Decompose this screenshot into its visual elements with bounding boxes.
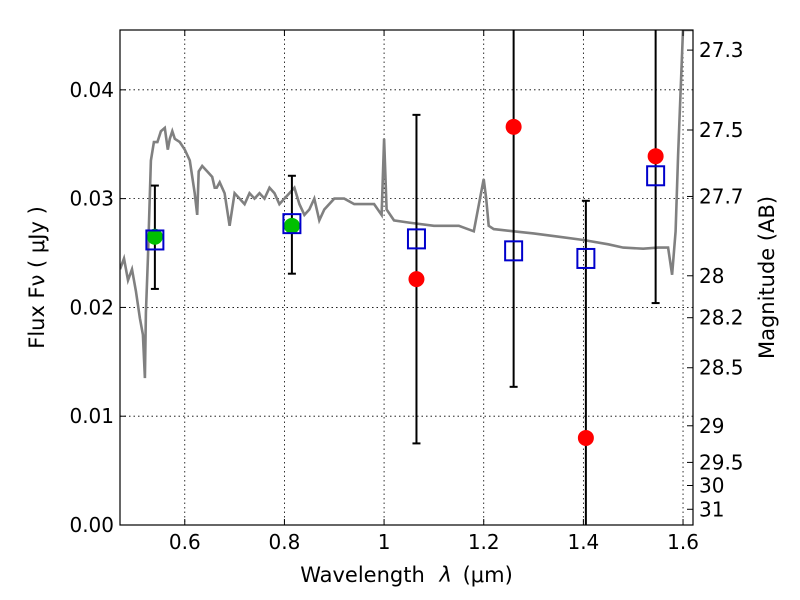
y-axis-label-left: Flux Fν ( μJy ) [25, 206, 49, 349]
x-tick-label: 1.6 [667, 530, 699, 554]
x-axis-label-symbol: λ [438, 563, 451, 587]
red-data-point [505, 118, 522, 135]
right-tick-label: 30 [699, 474, 724, 498]
x-tick-label: 1.4 [567, 530, 599, 554]
red-data-point [577, 429, 594, 446]
model-square-point [576, 247, 596, 269]
data-point-layer [145, 118, 666, 446]
grid-lines [120, 30, 693, 525]
x-axis-label: Wavelength λ (μm) [300, 563, 513, 587]
x-tick-label: 1.2 [468, 530, 500, 554]
red-data-point [647, 148, 664, 165]
x-tick-label: 0.8 [269, 530, 301, 554]
right-tick-label: 27.7 [699, 184, 744, 208]
right-tick-label: 28.5 [699, 356, 744, 380]
x-tick-label: 0.6 [169, 530, 201, 554]
right-tick-label: 27.5 [699, 118, 744, 142]
plot-frame [119, 29, 694, 526]
green-data-point [283, 217, 300, 234]
model-square-point [145, 229, 165, 251]
model-sed-layer [120, 30, 693, 379]
red-data-point [408, 271, 425, 288]
right-tick-label: 31 [699, 497, 724, 521]
right-tick-label: 28 [699, 264, 724, 288]
model-square-point [406, 228, 426, 250]
right-tick-label: 27.3 [699, 38, 744, 62]
y-tick-label: 0.04 [69, 78, 114, 102]
x-tick-label: 1 [378, 530, 391, 554]
right-tick-label: 29.5 [699, 450, 744, 474]
right-tick-label: 28.2 [699, 306, 744, 330]
y-axis-label-right: Magnitude (AB) [755, 196, 779, 359]
model-sed-line [120, 30, 693, 379]
y-tick-label: 0.02 [69, 295, 114, 319]
y-tick-label: 0.03 [69, 187, 114, 211]
x-axis-label-unit: (μm) [463, 563, 513, 587]
y-tick-label: 0.00 [69, 513, 114, 537]
model-square-point [646, 165, 666, 187]
axis-tick-layer: 0.6 0.8 1 1.2 1.4 1.6 0.00 0.01 0.02 0.03 0.04 27.3… [69, 30, 744, 554]
right-tick-label: 29 [699, 414, 724, 438]
model-square-point [504, 240, 524, 262]
model-square-point [282, 213, 302, 235]
x-axis-label-text: Wavelength [300, 563, 425, 587]
y-tick-label: 0.01 [69, 404, 114, 428]
